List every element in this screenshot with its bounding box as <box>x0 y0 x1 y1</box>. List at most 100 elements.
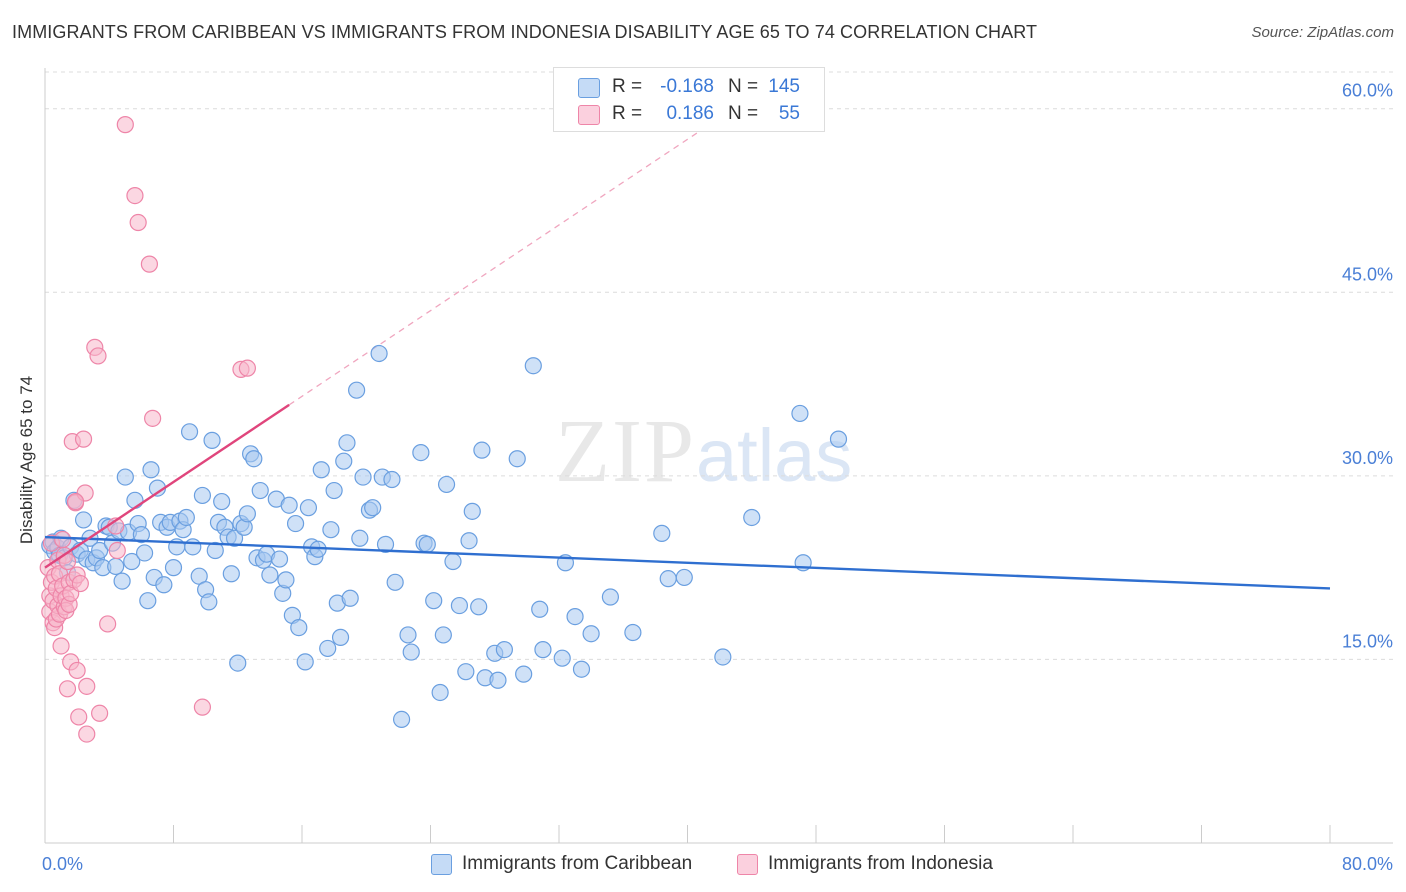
point-caribbean <box>280 496 298 514</box>
point-indonesia <box>91 704 109 722</box>
point-caribbean <box>126 491 144 509</box>
point-caribbean <box>402 643 420 661</box>
watermark: ZIPatlas <box>555 400 852 503</box>
point-caribbean <box>653 524 671 542</box>
watermark-zip: ZIP <box>555 402 696 501</box>
point-caribbean <box>434 626 452 644</box>
point-caribbean <box>348 381 366 399</box>
point-indonesia <box>140 255 159 273</box>
point-caribbean <box>341 589 359 607</box>
point-caribbean <box>261 566 279 584</box>
point-indonesia <box>58 680 77 698</box>
point-indonesia <box>66 492 85 511</box>
point-caribbean <box>193 486 212 505</box>
point-caribbean <box>113 572 131 590</box>
y-tick-label: 45.0% <box>1342 264 1393 284</box>
point-caribbean <box>399 626 417 644</box>
watermark-atlas: atlas <box>696 414 853 497</box>
point-caribbean <box>473 441 491 459</box>
point-caribbean <box>277 571 295 589</box>
point-caribbean <box>206 541 224 560</box>
point-caribbean <box>624 623 642 642</box>
point-indonesia <box>54 530 72 549</box>
point-caribbean <box>74 511 93 529</box>
point-caribbean <box>238 505 256 523</box>
source-label: Source: ZipAtlas.com <box>1251 24 1394 41</box>
point-caribbean <box>659 570 677 588</box>
point-caribbean <box>460 532 478 550</box>
point-caribbean <box>351 529 369 547</box>
point-indonesia <box>116 116 134 134</box>
point-caribbean <box>463 502 481 520</box>
point-indonesia <box>129 213 147 232</box>
point-caribbean <box>299 499 318 517</box>
trend-dash-layer <box>288 130 701 406</box>
point-caribbean <box>322 521 340 539</box>
point-caribbean <box>213 492 231 511</box>
point-caribbean <box>354 468 372 486</box>
point-caribbean <box>524 357 542 375</box>
point-caribbean <box>135 544 154 562</box>
point-indonesia <box>70 708 88 726</box>
bottom-legend-label: Immigrants from Caribbean <box>462 853 693 874</box>
point-caribbean <box>139 592 157 610</box>
point-caribbean <box>489 671 507 689</box>
trend-layer <box>44 403 1331 590</box>
point-caribbean <box>116 468 134 486</box>
y-tick-label: 15.0% <box>1342 631 1393 651</box>
point-indonesia <box>89 347 107 365</box>
point-caribbean <box>184 538 202 556</box>
point-caribbean <box>431 683 449 702</box>
y-tick-label: 60.0% <box>1342 81 1393 101</box>
point-caribbean <box>386 573 404 591</box>
point-indonesia <box>52 637 70 655</box>
point-indonesia <box>68 661 86 680</box>
point-indonesia <box>71 574 89 593</box>
point-caribbean <box>200 593 218 611</box>
point-indonesia <box>144 409 162 427</box>
chart-title: IMMIGRANTS FROM CARIBBEAN VS IMMIGRANTS … <box>12 22 1038 42</box>
point-caribbean <box>296 653 314 671</box>
point-caribbean <box>534 641 552 659</box>
point-caribbean <box>123 552 141 571</box>
point-caribbean <box>177 508 195 527</box>
point-caribbean <box>251 481 269 500</box>
point-caribbean <box>132 525 150 544</box>
point-caribbean <box>829 430 848 448</box>
point-caribbean <box>312 461 330 479</box>
point-caribbean <box>107 557 125 576</box>
point-caribbean <box>142 461 160 479</box>
point-indonesia <box>78 725 96 743</box>
point-caribbean <box>376 535 395 553</box>
point-caribbean <box>325 481 343 500</box>
point-caribbean <box>203 431 221 449</box>
legend-r-label: R = <box>612 76 643 97</box>
point-caribbean <box>531 600 549 618</box>
point-caribbean <box>392 710 411 728</box>
point-caribbean <box>225 529 244 547</box>
point-caribbean <box>383 470 401 489</box>
point-caribbean <box>675 568 693 587</box>
correlation-legend: R = -0.168 N = 145 R = 0.186 N = 55 <box>553 67 825 132</box>
point-caribbean <box>319 639 337 658</box>
bottom-legend-swatch-indonesia <box>737 854 758 875</box>
point-caribbean <box>155 576 173 594</box>
point-caribbean <box>245 450 263 468</box>
point-caribbean <box>335 452 353 470</box>
point-caribbean <box>180 423 199 441</box>
legend-r-label: R = <box>612 103 643 124</box>
legend-n-value: 145 <box>768 76 800 97</box>
point-caribbean <box>450 596 469 615</box>
point-caribbean <box>412 444 430 462</box>
point-caribbean <box>290 619 308 637</box>
legend-swatch-caribbean <box>578 78 600 98</box>
x-tick-label: 0.0% <box>42 854 83 874</box>
trend-line-caribbean <box>44 535 1331 590</box>
point-caribbean <box>601 588 620 606</box>
point-caribbean <box>495 641 513 659</box>
point-caribbean <box>338 434 356 452</box>
legend-swatch-indonesia <box>578 105 600 125</box>
point-caribbean <box>370 344 388 363</box>
point-caribbean <box>270 550 289 568</box>
